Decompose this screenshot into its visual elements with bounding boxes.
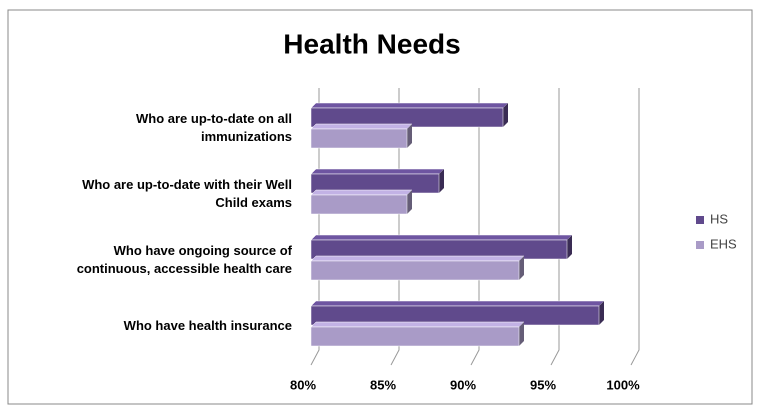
- bar-face: [310, 194, 408, 215]
- x-tick-label: 100%: [606, 377, 640, 392]
- x-tick-label: 80%: [290, 377, 316, 392]
- bar-face: [310, 189, 413, 196]
- y-tick-label: Who have ongoing source of continuous, a…: [76, 243, 292, 276]
- chart-title: Health Needs: [283, 28, 460, 59]
- bar-face: [310, 326, 520, 347]
- bar: [310, 168, 445, 194]
- bar: [310, 234, 573, 260]
- grid-line: [470, 88, 480, 366]
- bar: [310, 189, 413, 215]
- bar: [310, 102, 509, 128]
- grid-line: [630, 88, 640, 366]
- bar-face: [503, 103, 508, 127]
- x-tick-label: 85%: [370, 377, 396, 392]
- bar-face: [310, 260, 520, 281]
- y-tick-label: Who are up-to-date with their Well Child…: [82, 177, 292, 210]
- bar-face: [407, 124, 412, 148]
- bar-face: [310, 300, 605, 307]
- bar: [310, 300, 605, 326]
- x-tick-label: 95%: [530, 377, 556, 392]
- bar-face: [519, 322, 524, 346]
- legend-label: EHS: [710, 236, 737, 251]
- bar-face: [567, 235, 572, 259]
- legend-swatch: [696, 241, 704, 249]
- y-tick-label: Who are up-to-date on all immunizations: [136, 111, 292, 144]
- grid-line: [550, 88, 560, 366]
- bar: [310, 321, 525, 347]
- bar-face: [599, 301, 604, 325]
- bar: [310, 255, 525, 281]
- bar-face: [310, 128, 408, 149]
- bar: [310, 123, 413, 149]
- bar-face: [310, 321, 525, 328]
- bar-face: [439, 169, 444, 193]
- bar-face: [310, 255, 525, 262]
- legend-swatch: [696, 216, 704, 224]
- bar-face: [407, 190, 412, 214]
- x-tick-label: 90%: [450, 377, 476, 392]
- bar-face: [310, 234, 573, 241]
- bar-face: [310, 102, 509, 109]
- bar-face: [519, 256, 524, 280]
- legend-label: HS: [710, 211, 728, 226]
- bar-face: [310, 168, 445, 175]
- y-tick-label: Who have health insurance: [123, 318, 292, 333]
- bar-face: [310, 123, 413, 130]
